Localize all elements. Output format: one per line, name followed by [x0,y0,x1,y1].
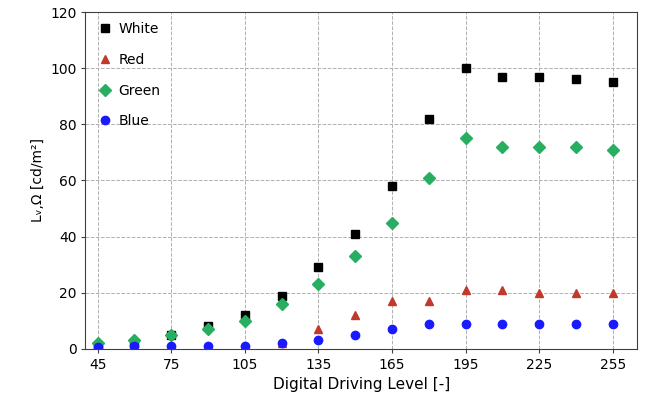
Green [351,254,359,259]
Red [278,341,286,346]
Blue [204,344,212,348]
White [131,341,139,346]
Y-axis label: Lᵥ,Ω [cd/m²]: Lᵥ,Ω [cd/m²] [30,138,45,223]
Green [131,338,139,343]
Red [241,344,249,348]
Blue [499,321,507,326]
White [572,77,580,82]
Red [609,290,617,295]
Blue [425,321,433,326]
Green [609,147,617,152]
Red [535,290,543,295]
Green [168,332,175,337]
Blue [462,321,470,326]
Red [168,344,175,348]
Green [388,220,396,225]
Blue [315,338,323,343]
Red [204,344,212,348]
White [425,116,433,121]
X-axis label: Digital Driving Level [-]: Digital Driving Level [-] [273,377,450,393]
White [351,231,359,236]
Blue [241,344,249,348]
Green [499,144,507,149]
Green [535,144,543,149]
White [609,80,617,85]
Blue [609,321,617,326]
Red [94,345,102,350]
Green [204,327,212,332]
Blue [278,341,286,346]
Red [315,327,323,332]
Line: White: White [93,64,617,350]
Blue [351,332,359,337]
Blue [168,344,175,348]
Green [462,136,470,141]
Red [425,299,433,304]
Legend: White, Red, Green, Blue: White, Red, Green, Blue [98,22,161,128]
Blue [94,345,102,350]
Line: Red: Red [93,286,617,352]
Red [499,288,507,292]
White [535,74,543,79]
White [241,313,249,318]
Green [241,318,249,323]
White [278,293,286,298]
Green [94,341,102,346]
Green [572,144,580,149]
White [499,74,507,79]
White [94,344,102,348]
Green [425,175,433,180]
White [204,324,212,329]
Red [572,290,580,295]
Blue [535,321,543,326]
Red [388,299,396,304]
Blue [131,344,139,348]
White [168,332,175,337]
Red [351,313,359,318]
Blue [388,327,396,332]
White [388,184,396,188]
Green [315,282,323,287]
Red [462,288,470,292]
White [462,66,470,71]
Green [278,302,286,306]
Blue [572,321,580,326]
Line: Green: Green [93,134,617,347]
Line: Blue: Blue [93,320,617,352]
Red [131,344,139,348]
White [315,265,323,270]
